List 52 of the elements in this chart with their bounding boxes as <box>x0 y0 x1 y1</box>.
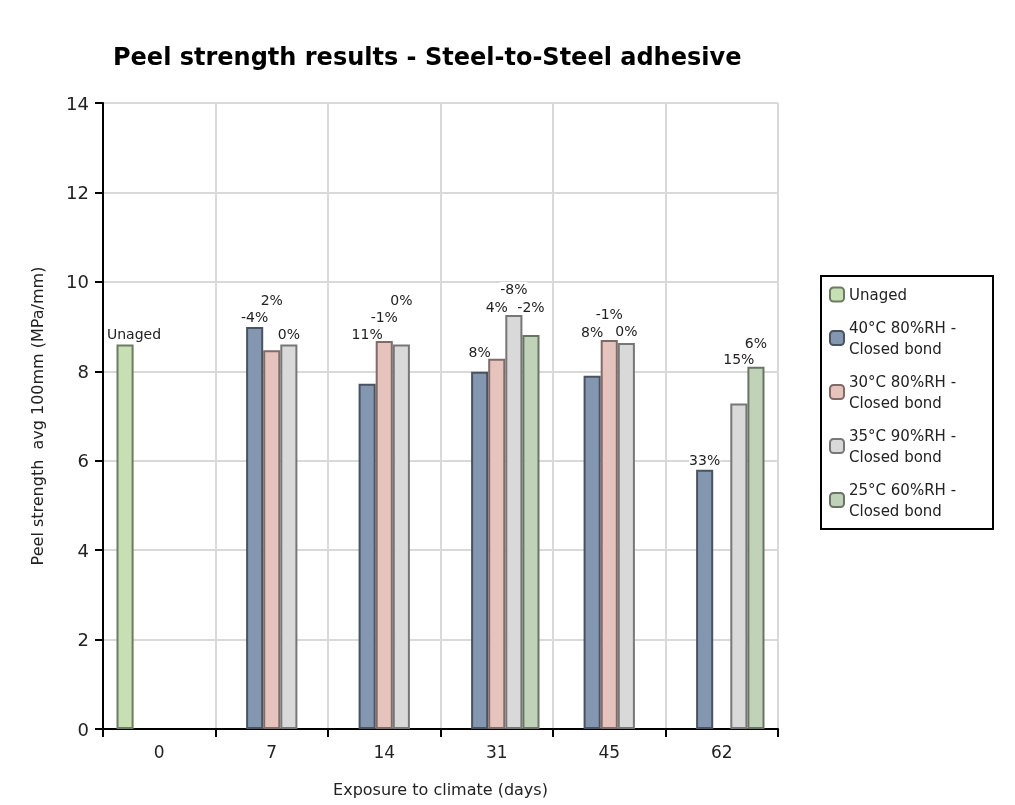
annotation: 4% <box>485 298 508 315</box>
bar <box>696 469 714 729</box>
bar <box>358 383 376 729</box>
bar <box>583 375 601 729</box>
legend-label: 25°C 60%RH - Closed bond <box>849 480 961 520</box>
x-tick-label: 45 <box>598 741 621 762</box>
bar <box>600 339 618 729</box>
annotation: 8% <box>468 343 491 360</box>
annotation: Unaged <box>106 326 162 343</box>
bar <box>263 350 281 729</box>
annotation: 0% <box>390 292 413 309</box>
y-tick-label: 8 <box>77 360 89 382</box>
x-tick-label: 14 <box>373 741 396 762</box>
y-tick-label: 10 <box>66 271 89 293</box>
y-tick-label: 0 <box>77 718 89 740</box>
annotation: 15% <box>723 351 755 368</box>
bar <box>375 340 393 729</box>
x-tick-label: 7 <box>266 741 278 762</box>
legend-label: 40°C 80%RH - Closed bond <box>849 318 961 358</box>
x-axis-title: Exposure to climate (days) <box>333 779 548 799</box>
annotation: -4% <box>241 309 269 326</box>
chart-title: Peel strength results - Steel-to-Steel adhesive <box>113 43 742 71</box>
x-tick-label: 0 <box>153 741 165 762</box>
y-tick-label: 2 <box>77 629 89 651</box>
annotation: -1% <box>595 305 623 322</box>
annotation: 0% <box>615 323 638 340</box>
annotation: 8% <box>581 323 604 340</box>
annotation: 33% <box>689 451 721 468</box>
legend-label: 35°C 90%RH - Closed bond <box>849 426 961 466</box>
bar <box>488 358 506 729</box>
y-axis-title: Peel strength avg 100mm (MPa/mm) <box>27 266 47 566</box>
annotation: -1% <box>370 308 398 325</box>
annotation: -8% <box>500 280 528 297</box>
annotation: 6% <box>744 334 768 351</box>
annotation: 0% <box>277 326 300 343</box>
x-tick-label: 31 <box>485 741 508 762</box>
bar <box>747 366 765 729</box>
bar <box>246 327 264 729</box>
y-tick-label: 12 <box>66 181 89 203</box>
annotation: 11% <box>351 325 383 342</box>
y-tick-label: 14 <box>66 92 89 114</box>
annotation: 2% <box>260 292 283 309</box>
x-tick-label: 62 <box>710 741 733 762</box>
bar <box>471 371 489 729</box>
legend-label: 30°C 80%RH - Closed bond <box>849 372 961 412</box>
bar <box>522 335 540 729</box>
y-tick-label: 6 <box>77 450 89 472</box>
annotation: -2% <box>517 299 545 316</box>
bar <box>505 314 523 729</box>
bar <box>116 344 134 729</box>
y-tick-label: 4 <box>77 539 89 561</box>
legend-label: Unaged <box>849 285 907 304</box>
